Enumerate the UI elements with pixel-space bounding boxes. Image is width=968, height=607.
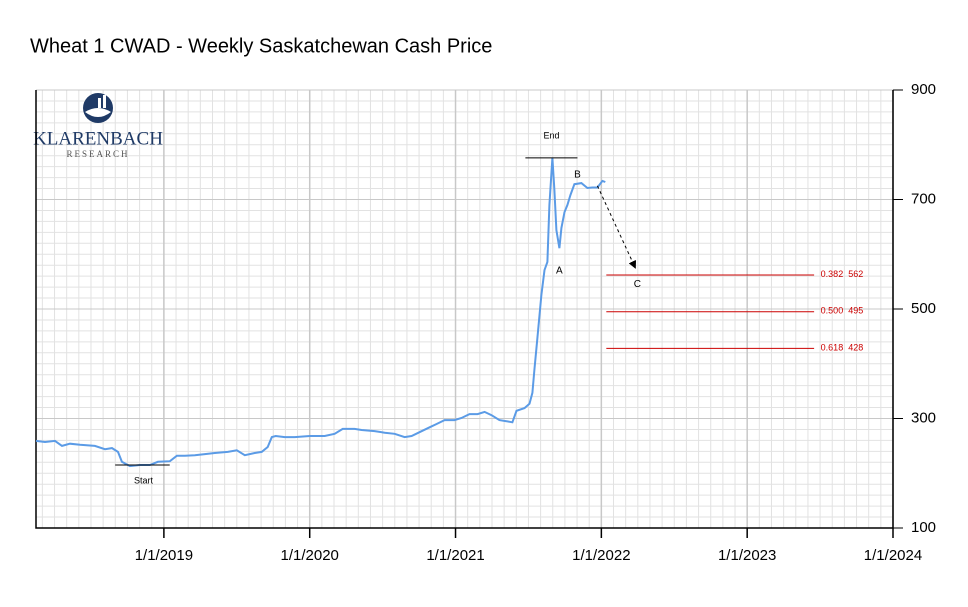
retracement-label: 0.618 428 [821,343,864,353]
x-tick-label: 1/1/2024 [864,547,922,564]
wave-label: B [574,170,581,181]
retracement-ratio: 0.382 [821,269,844,279]
y-tick-label: 900 [911,81,936,98]
retracement-label: 0.382 562 [821,269,864,279]
logo-name: KLARENBACH [33,128,163,149]
x-tick-label: 1/1/2021 [426,547,484,564]
retracement-value: 428 [848,343,863,353]
x-tick-label: 1/1/2022 [572,547,630,564]
wave-label: A [556,265,563,276]
retracement-ratio: 0.500 [821,306,844,316]
x-tick-label: 1/1/2023 [718,547,776,564]
grid [36,89,894,529]
projection-arrow [596,185,637,269]
y-tick-label: 100 [911,519,936,536]
end-label: End [543,130,559,140]
x-tick-label: 1/1/2020 [281,547,339,564]
x-tick-label: 1/1/2019 [135,547,193,564]
logo: KLARENBACH RESEARCH [33,93,163,159]
wave-label: C [634,279,641,290]
retracement-value: 562 [848,269,863,279]
price-line [35,157,606,468]
logo-tagline: RESEARCH [66,149,129,159]
retracement-label: 0.500 495 [821,306,864,316]
chart-title: Wheat 1 CWAD - Weekly Saskatchewan Cash … [30,35,492,57]
axis-frame [35,90,894,529]
retracement-ratio: 0.618 [821,343,844,353]
retracement-value: 495 [848,306,863,316]
y-tick-label: 500 [911,300,936,317]
y-tick-label: 300 [911,409,936,426]
start-label: Start [134,475,154,485]
y-tick-label: 700 [911,190,936,207]
